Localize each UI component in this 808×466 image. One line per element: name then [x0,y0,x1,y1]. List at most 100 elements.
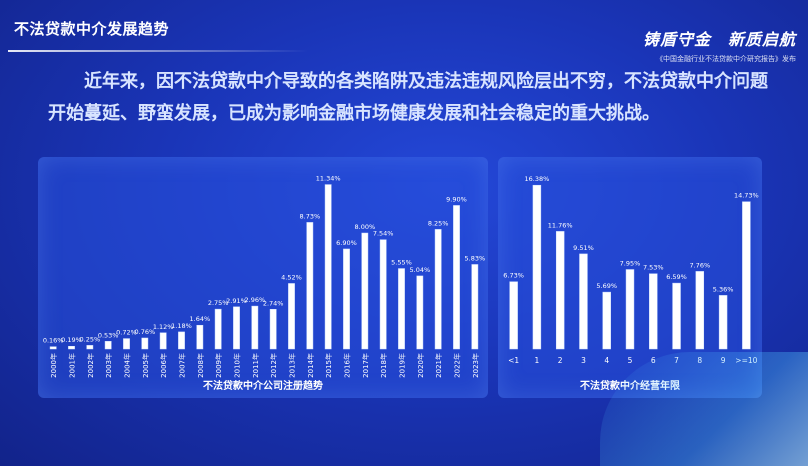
category-label-6: 2006年 [159,353,168,378]
category-label-19: 2019年 [398,353,407,378]
bar-7 [672,282,681,350]
bar-16 [343,248,350,350]
data-label-9: 2.75% [208,299,229,307]
category-label-7: 2007年 [178,353,187,378]
data-label-21: 8.25% [428,219,449,227]
data-label-4: 5.69% [596,282,617,290]
category-label-9: 2009年 [214,353,223,378]
data-label-22: 9.90% [446,195,467,203]
data-label-1: 16.38% [525,175,550,183]
category-label-21: 2021年 [434,353,443,378]
category-label-3: 2003年 [104,353,113,378]
data-label-11: 2.96% [245,296,266,304]
data-label-10: 2.91% [226,297,247,305]
bar-2 [86,345,94,350]
bar-15 [324,184,332,350]
category-label-0: <1 [508,356,519,365]
bar-17 [361,232,369,350]
bar-0 [49,346,57,350]
bar-13 [288,283,295,350]
bar-6 [159,332,167,350]
category-label-4: 4 [604,356,609,365]
data-label-3: 9.51% [573,244,594,252]
bar-1 [68,345,75,350]
bar-6 [649,273,658,350]
data-label-8: 1.64% [190,315,211,323]
bar-4 [602,291,611,350]
category-label-4: 2004年 [123,353,132,378]
bar-20 [416,275,424,350]
category-label-12: 2012年 [269,353,278,378]
data-label-18: 7.54% [373,230,394,238]
data-label-3: 0.53% [98,331,119,339]
category-label-3: 3 [581,356,586,365]
data-label-14: 8.73% [300,212,321,220]
bar-10 [742,201,751,350]
category-label-17: 2017年 [361,353,370,378]
bar-5 [625,269,635,350]
bar-3 [104,341,112,350]
category-label-16: 2016年 [343,353,352,378]
registration-trend-chart: 0.16% 2000年 0.19% 2001年 0.25% 2002年 0.53% 2003年… [43,175,485,378]
bar-0 [509,281,518,350]
registration-trend-panel: 0.16% 2000年 0.19% 2001年 0.25% 2002年 0.53% 2003年… [38,157,488,398]
bar-10 [233,306,240,350]
category-label-8: 2008年 [196,353,205,378]
bar-11 [251,305,259,350]
brand-slogan: 铸盾守金 新质启航 [642,30,796,49]
data-label-6: 7.53% [643,264,664,272]
bar-7 [178,331,185,350]
data-label-1: 0.19% [61,336,82,344]
bar-2 [555,231,565,350]
category-label-2: 2 [558,356,563,365]
bar-21 [434,229,442,350]
data-label-2: 0.25% [80,335,101,343]
category-label-20: 2020年 [416,353,425,378]
brand-subtitle: 《中国金融行业不法贷款中介研究报告》发布 [656,55,796,63]
data-label-5: 7.95% [620,260,641,268]
bar-19 [398,268,405,350]
brand-block: 铸盾守金 新质启航 《中国金融行业不法贷款中介研究报告》发布 [643,26,796,64]
category-label-11: 2011年 [251,353,260,378]
data-label-0: 6.73% [503,272,524,280]
data-label-16: 6.90% [336,239,357,247]
data-label-9: 5.36% [713,285,734,293]
data-label-19: 5.55% [391,259,412,267]
category-label-2: 2002年 [86,353,95,378]
title-underline [8,50,308,52]
data-label-10: 14.73% [734,192,759,200]
decorative-glow [600,352,808,466]
bar-14 [306,222,314,350]
data-label-12: 2.74% [263,299,284,307]
data-label-8: 7.76% [689,261,710,269]
data-label-7: 1.18% [171,322,192,330]
category-label-5: 5 [628,356,633,365]
operating-years-panel: 6.73% <1 16.38% 1 11.76% 2 9.51% 3 5.69% 4 7.95% 5 7… [498,157,762,398]
bar-18 [379,239,387,350]
category-label-5: 2005年 [141,353,150,378]
bar-8 [196,324,204,350]
data-label-20: 5.04% [410,266,431,274]
bar-22 [453,205,460,350]
data-label-17: 8.00% [355,223,376,231]
bar-4 [123,338,130,350]
category-label-18: 2018年 [379,353,388,378]
intro-paragraph: 近年来，因不法贷款中介导致的各类陷阱及违法违规风险层出不穷，不法贷款中介问题开始… [48,71,768,124]
data-label-4: 0.72% [116,329,137,337]
category-label-0: 2000年 [49,353,58,378]
data-label-13: 4.52% [281,273,302,281]
data-label-2: 11.76% [548,221,573,229]
data-label-15: 11.34% [316,175,341,183]
category-label-22: 2022年 [453,353,462,378]
category-label-1: 1 [535,356,540,365]
bar-8 [695,271,705,350]
registration-trend-title: 不法贷款中介公司注册趋势 [203,381,323,392]
category-label-10: 2010年 [233,353,242,378]
bar-1 [532,184,542,350]
category-label-15: 2015年 [324,353,333,378]
bar-5 [141,337,149,350]
bar-9 [718,295,728,350]
category-label-1: 2001年 [68,353,77,378]
data-label-6: 1.12% [153,323,174,331]
category-label-13: 2013年 [288,353,297,378]
